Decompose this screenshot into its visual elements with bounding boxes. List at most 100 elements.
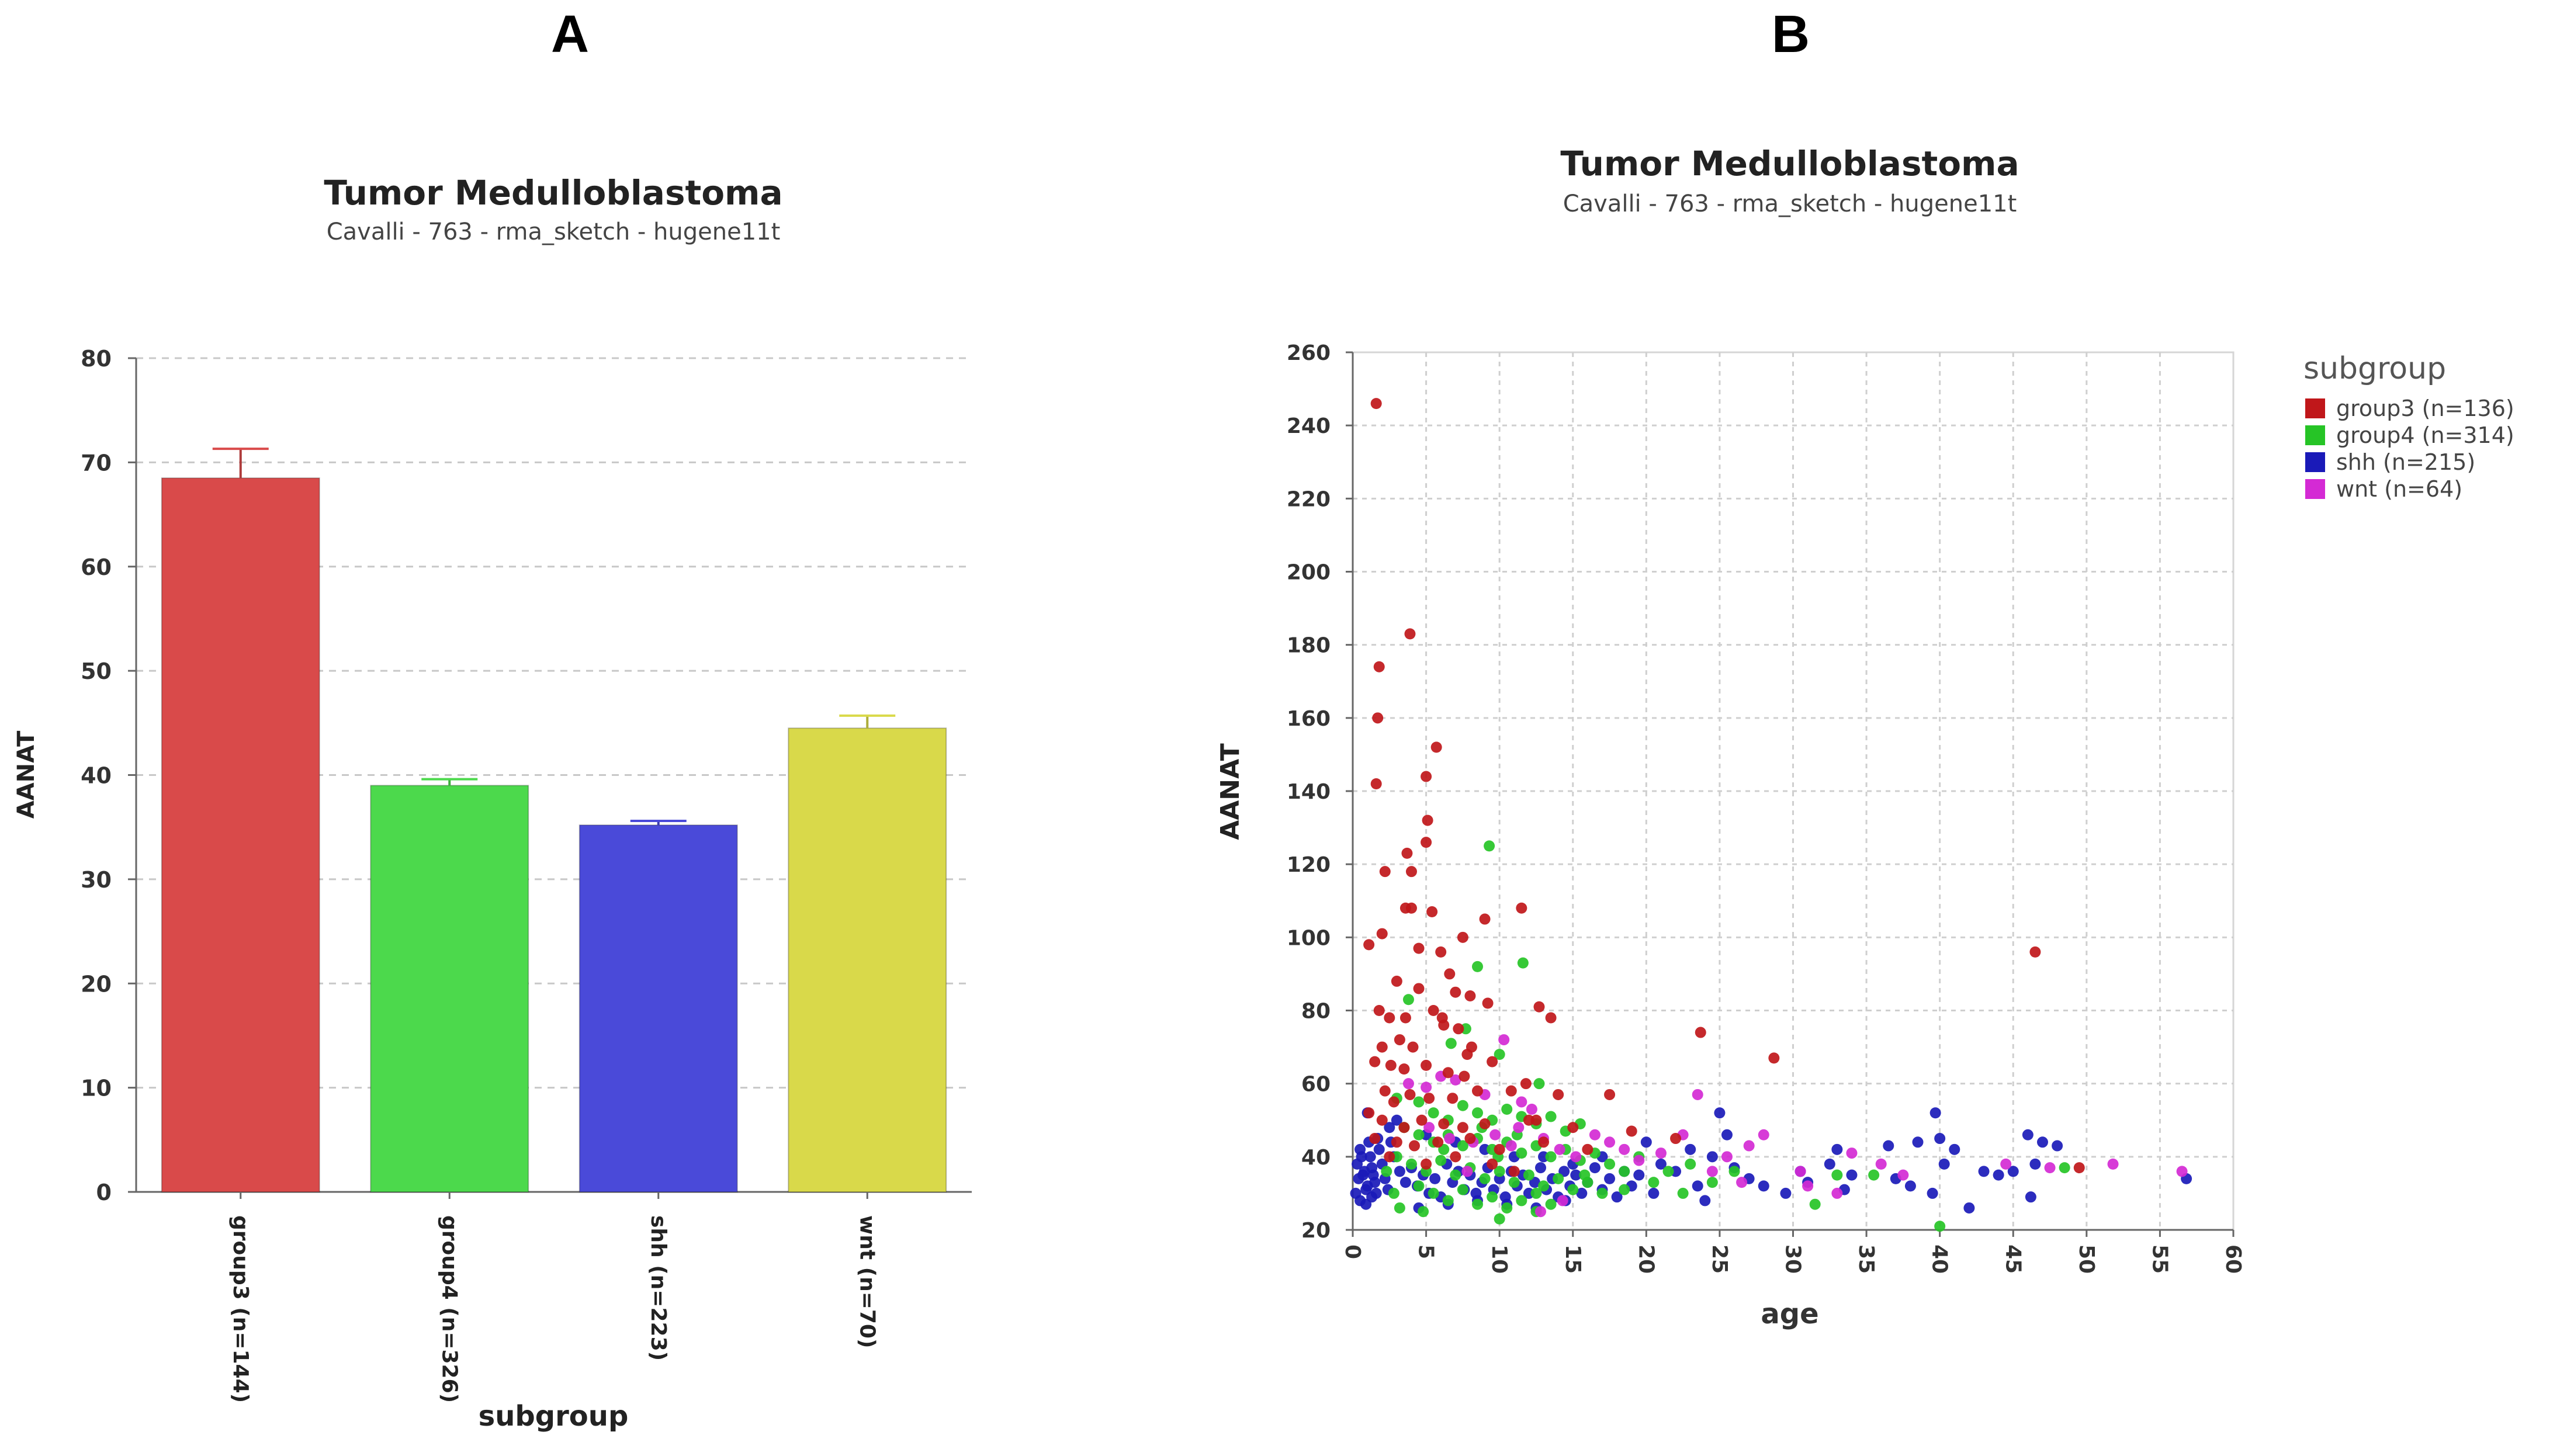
point-shh <box>1648 1187 1660 1199</box>
point-shh <box>1824 1158 1835 1170</box>
y-tick-label: 10 <box>81 1076 112 1101</box>
point-group3 <box>1545 1012 1557 1024</box>
point-shh <box>1883 1140 1894 1152</box>
x-axis-label: subgroup <box>479 1400 629 1433</box>
point-shh <box>1978 1166 1990 1177</box>
point-group4 <box>1450 1169 1461 1181</box>
y-tick-label: 100 <box>1287 926 1331 950</box>
point-wnt <box>1557 1195 1568 1207</box>
point-wnt <box>1526 1103 1537 1115</box>
y-tick-label: 0 <box>96 1180 112 1205</box>
point-group3 <box>1388 1096 1399 1108</box>
chart-title: Tumor Medulloblastoma <box>1560 144 2019 183</box>
point-shh <box>1576 1187 1588 1199</box>
point-group4 <box>1553 1173 1564 1184</box>
point-group3 <box>1436 1012 1448 1024</box>
point-group3 <box>1421 1158 1432 1170</box>
y-tick-label: 60 <box>1301 1073 1331 1097</box>
point-group3 <box>1413 983 1425 994</box>
point-shh <box>1373 1143 1385 1155</box>
point-group3 <box>1408 1140 1420 1152</box>
point-shh <box>1685 1143 1696 1155</box>
y-tick-label: 70 <box>81 450 112 476</box>
x-tick-label: wnt (n=70) <box>855 1215 879 1348</box>
point-group4 <box>1706 1177 1718 1188</box>
point-group3 <box>1523 1114 1534 1126</box>
point-shh <box>1611 1191 1623 1203</box>
point-shh <box>1721 1129 1733 1140</box>
point-group3 <box>1438 1118 1450 1130</box>
point-wnt <box>1692 1088 1703 1100</box>
point-wnt <box>1461 1166 1473 1177</box>
point-shh <box>1391 1114 1402 1126</box>
point-group3 <box>1405 902 1417 914</box>
point-wnt <box>1450 1074 1461 1086</box>
point-group4 <box>1567 1184 1579 1195</box>
point-shh <box>1949 1143 1960 1155</box>
point-group4 <box>1487 1191 1498 1203</box>
point-wnt <box>1554 1143 1565 1155</box>
legend-swatch-shh <box>2305 452 2325 472</box>
legend-label-shh: shh (n=215) <box>2336 449 2475 475</box>
point-wnt <box>1604 1136 1616 1148</box>
y-tick-label: 20 <box>1301 1219 1331 1243</box>
point-group3 <box>1464 1133 1476 1145</box>
y-tick-label: 30 <box>81 867 112 893</box>
point-wnt <box>1589 1129 1601 1140</box>
point-group3 <box>1398 1063 1410 1075</box>
point-shh <box>2029 1158 2041 1170</box>
point-group3 <box>1482 997 1494 1009</box>
point-group3 <box>1464 990 1476 1001</box>
point-shh <box>1846 1169 1858 1181</box>
point-group3 <box>1435 946 1447 958</box>
point-shh <box>1367 1169 1379 1181</box>
y-tick-label: 140 <box>1287 780 1331 804</box>
point-shh <box>1758 1180 1769 1192</box>
point-shh <box>1640 1136 1652 1148</box>
y-tick-label: 80 <box>1301 1000 1331 1024</box>
x-tick-label: 30 <box>1781 1244 1805 1274</box>
point-group4 <box>1530 1187 1542 1199</box>
point-group3 <box>1385 1059 1397 1071</box>
bar-group4 <box>370 785 529 1192</box>
point-group3 <box>2073 1162 2085 1174</box>
point-group4 <box>1728 1166 1740 1177</box>
point-group3 <box>1401 847 1413 859</box>
x-tick-label: group3 (n=144) <box>228 1215 252 1403</box>
y-axis-label: AANAT <box>13 730 40 819</box>
point-group3 <box>1372 712 1384 724</box>
x-axis-label: age <box>1761 1298 1818 1330</box>
point-wnt <box>1897 1169 1909 1181</box>
bar-wnt <box>788 727 947 1192</box>
bar-chart: Tumor Medulloblastoma Cavalli - 763 - rma… <box>13 173 972 1433</box>
point-shh <box>1364 1151 1376 1163</box>
point-wnt <box>1619 1143 1630 1155</box>
point-group3 <box>1604 1088 1616 1100</box>
point-group4 <box>1501 1103 1513 1115</box>
x-tick-label: 0 <box>1340 1244 1364 1259</box>
point-group4 <box>1428 1187 1439 1199</box>
point-wnt <box>1655 1148 1667 1159</box>
point-group3 <box>1457 931 1468 943</box>
point-group3 <box>1421 1059 1432 1071</box>
point-group4 <box>1479 1173 1491 1184</box>
point-group3 <box>1430 741 1442 753</box>
point-group3 <box>1363 939 1375 951</box>
point-shh <box>1929 1107 1941 1119</box>
point-group4 <box>1494 1213 1505 1225</box>
point-group3 <box>1768 1052 1780 1064</box>
y-tick-label: 20 <box>81 971 112 997</box>
point-group3 <box>1494 1143 1505 1155</box>
point-group3 <box>1379 1085 1391 1097</box>
scatter-chart: Tumor Medulloblastoma Cavalli - 763 - rma… <box>1215 144 2514 1330</box>
point-group4 <box>1413 1129 1425 1140</box>
point-group3 <box>1391 975 1402 987</box>
point-group4 <box>1442 1195 1454 1207</box>
y-tick-label: 260 <box>1287 341 1331 365</box>
point-group4 <box>1516 1148 1527 1159</box>
point-group4 <box>1604 1158 1616 1170</box>
point-group3 <box>1459 1070 1470 1082</box>
point-wnt <box>1875 1158 1887 1170</box>
x-tick-label: 10 <box>1487 1244 1511 1274</box>
